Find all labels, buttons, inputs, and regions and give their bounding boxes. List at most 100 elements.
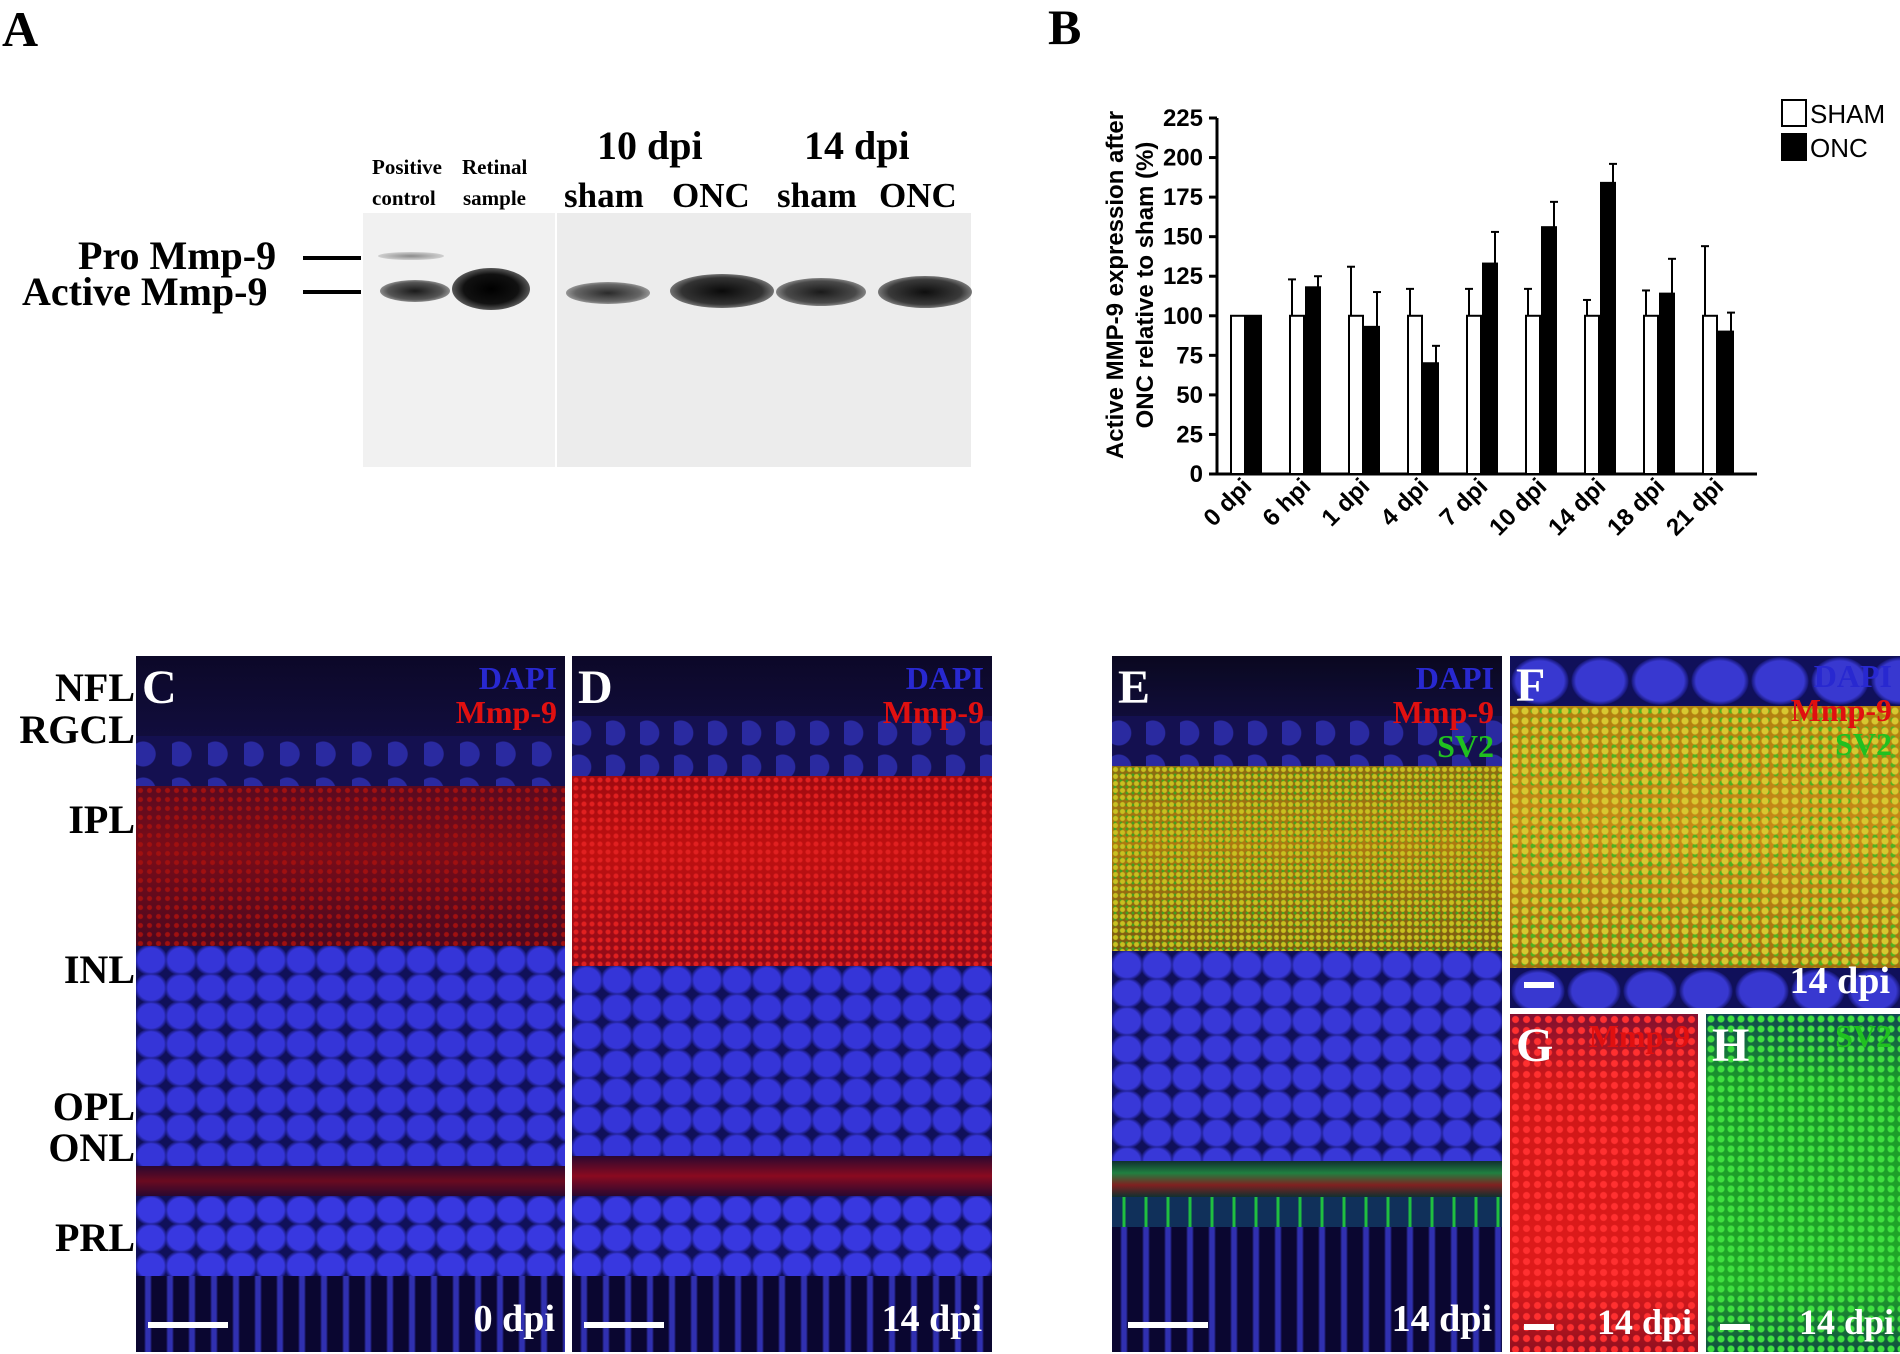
- stain-label-sv2-f: SV2: [1835, 726, 1892, 762]
- x-tick-label-3: 4 dpi: [1376, 473, 1435, 532]
- time-label-f: 14 dpi: [1789, 960, 1890, 1002]
- x-tick-label-7: 18 dpi: [1602, 473, 1670, 541]
- bar-sham-4: [1466, 314, 1482, 475]
- x-tick-label-8: 21 dpi: [1661, 473, 1729, 541]
- lane-label-sham-10: sham: [564, 176, 644, 215]
- scale-bar-c: [148, 1322, 228, 1328]
- bar-onc-4: [1482, 262, 1498, 475]
- y-tick-label-4: 100: [1163, 303, 1203, 330]
- layer-label-inl: INL: [63, 947, 135, 992]
- legend-swatch-onc: [1781, 133, 1807, 161]
- bar-sham-6: [1584, 314, 1600, 475]
- y-axis-label-line2: ONC relative to sham (%): [1132, 142, 1159, 429]
- band-label-active: Active Mmp-9: [22, 269, 268, 314]
- scale-bar-h: [1720, 1324, 1750, 1330]
- time-label-h: 14 dpi: [1798, 1302, 1894, 1342]
- y-tick-label-7: 175: [1163, 184, 1203, 211]
- panel-letter-c: C: [142, 661, 177, 714]
- layer-label-opl: OPL: [52, 1084, 135, 1129]
- time-label-e: 14 dpi: [1391, 1298, 1492, 1340]
- chart-bars: [1230, 162, 1735, 475]
- blot-right-membrane: [557, 213, 971, 467]
- y-tick-label-6: 150: [1163, 224, 1203, 251]
- panel-letter-f: F: [1516, 659, 1546, 712]
- y-axis-label-line1: Active MMP-9 expression after: [1102, 111, 1129, 459]
- scale-bar-e: [1128, 1322, 1208, 1328]
- panel-letter-b: B: [1048, 0, 1082, 55]
- lane-label-positive-1: Positive: [372, 155, 442, 179]
- time-label-g: 14 dpi: [1596, 1302, 1692, 1342]
- stain-label-sv2-h: SV2: [1835, 1018, 1892, 1054]
- y-tick-label-8: 200: [1163, 145, 1203, 172]
- y-tick-label-2: 50: [1176, 382, 1203, 409]
- band-label-pro: Pro Mmp-9: [78, 233, 277, 278]
- bar-onc-7: [1659, 292, 1675, 475]
- bar-sham-2: [1348, 314, 1364, 475]
- micrograph-c: DAPI Mmp-9 C 0 dpi: [136, 656, 565, 1352]
- bar-onc-1: [1305, 286, 1321, 475]
- micrograph-g: Mmp-9 G 14 dpi: [1510, 1014, 1698, 1352]
- lane-label-positive-2: control: [372, 186, 436, 210]
- y-tick-label-5: 125: [1163, 263, 1203, 290]
- band-onc-14: [878, 276, 972, 308]
- lane-label-onc-14: ONC: [879, 176, 957, 215]
- bar-onc-6: [1600, 181, 1616, 475]
- band-positive-pro: [378, 252, 444, 260]
- lane-label-sham-14: sham: [777, 176, 857, 215]
- lane-label-onc-10: ONC: [672, 176, 750, 215]
- group-label-14dpi: 14 dpi: [804, 123, 910, 168]
- legend-label-onc: ONC: [1810, 133, 1868, 163]
- x-tick-label-1: 6 hpi: [1258, 473, 1317, 532]
- layer-label-prl: PRL: [55, 1215, 135, 1260]
- scale-bar-f: [1524, 982, 1554, 988]
- panel-letter-e: E: [1118, 661, 1151, 714]
- bar-onc-8: [1718, 330, 1734, 475]
- x-tick-label-2: 1 dpi: [1317, 473, 1376, 532]
- micrograph-f: DAPI Mmp-9 SV2 F 14 dpi: [1510, 656, 1900, 1008]
- bar-onc-5: [1541, 226, 1557, 475]
- blot-left-membrane: [363, 213, 555, 467]
- y-tick-label-0: 0: [1190, 461, 1203, 488]
- bar-onc-2: [1364, 325, 1380, 475]
- y-tick-label-1: 25: [1176, 421, 1203, 448]
- stain-label-dapi-f: DAPI: [1813, 658, 1892, 694]
- micrograph-d: DAPI Mmp-9 D 14 dpi: [572, 656, 992, 1352]
- legend-swatch-sham: [1781, 99, 1807, 127]
- group-label-10dpi: 10 dpi: [597, 123, 703, 168]
- chart-legend: SHAM ONC: [1781, 99, 1885, 163]
- band-positive-active: [380, 280, 450, 302]
- band-sham-10: [566, 282, 650, 304]
- scale-bar-d: [584, 1322, 664, 1328]
- time-label-c: 0 dpi: [473, 1298, 555, 1340]
- bar-chart: 0 25 50 75 100 125 150 175 200 225 0 dpi 6 hpi 1 dp…: [1102, 99, 1885, 541]
- bar-sham-3: [1407, 314, 1423, 475]
- bar-sham-5: [1525, 314, 1541, 475]
- layer-label-ipl: IPL: [68, 797, 135, 842]
- lane-label-retinal-1: Retinal: [462, 155, 528, 179]
- x-tick-label-0: 0 dpi: [1199, 473, 1258, 532]
- stain-label-dapi-e: DAPI: [1415, 660, 1494, 696]
- band-onc-10: [670, 274, 774, 308]
- y-tick-label-3: 75: [1176, 342, 1203, 369]
- micrograph-h: SV2 H 14 dpi: [1706, 1014, 1900, 1352]
- band-retinal-active: [452, 268, 530, 310]
- stain-label-mmp9-f: Mmp-9: [1790, 692, 1892, 728]
- panel-letter-g: G: [1516, 1019, 1554, 1072]
- stain-label-mmp9-d: Mmp-9: [882, 694, 984, 730]
- stain-label-mmp9-g: Mmp-9: [1588, 1018, 1690, 1054]
- scale-bar-g: [1524, 1324, 1554, 1330]
- band-sham-14: [776, 278, 866, 306]
- stain-label-mmp9-c: Mmp-9: [455, 694, 557, 730]
- layer-label-nfl: NFL: [55, 665, 135, 710]
- bar-sham-1: [1289, 314, 1305, 475]
- pro-band-marker: [303, 256, 361, 260]
- legend-label-sham: SHAM: [1810, 99, 1885, 129]
- layer-label-onl: ONL: [48, 1125, 135, 1170]
- bar-sham-0: [1230, 314, 1246, 475]
- panel-letter-d: D: [578, 661, 613, 714]
- y-tick-label-9: 225: [1163, 105, 1203, 132]
- bar-sham-8: [1702, 314, 1718, 475]
- stain-label-dapi-d: DAPI: [905, 660, 984, 696]
